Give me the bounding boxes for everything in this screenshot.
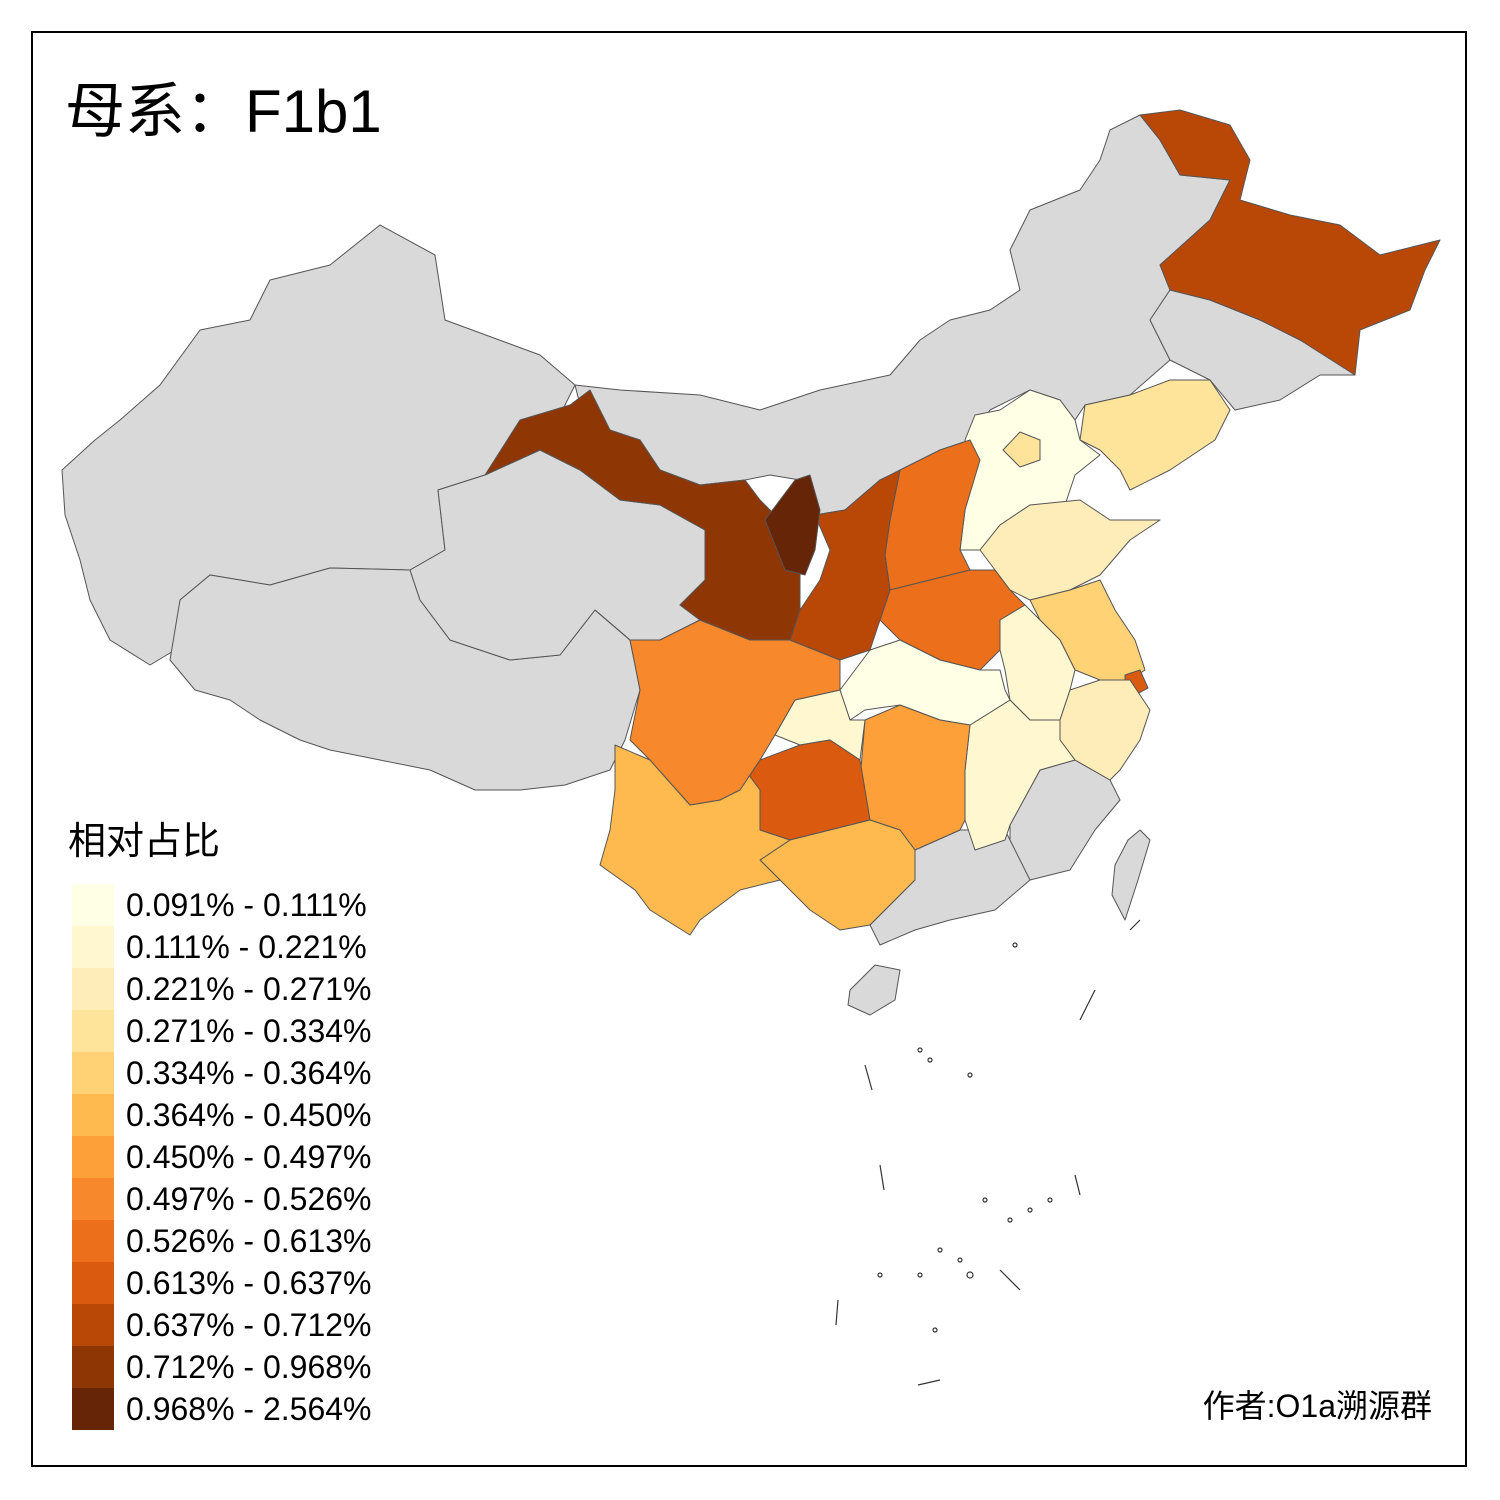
legend-label: 0.221% - 0.271%	[126, 971, 372, 1007]
province-liaoning	[1079, 379, 1231, 491]
legend-item: 0.712% - 0.968%	[72, 1346, 372, 1388]
legend-item: 0.271% - 0.334%	[72, 1010, 372, 1052]
legend-swatch	[72, 968, 114, 1010]
legend-swatch	[72, 1388, 114, 1430]
legend-swatch	[72, 1052, 114, 1094]
legend-label: 0.637% - 0.712%	[126, 1307, 372, 1343]
legend-item: 0.526% - 0.613%	[72, 1220, 372, 1262]
legend-swatch	[72, 884, 114, 926]
province-heilongjiang	[1139, 109, 1441, 376]
title-haplogroup: F1b1	[245, 78, 382, 145]
legend: 0.091% - 0.111% 0.111% - 0.221% 0.221% -…	[72, 884, 372, 1430]
legend-label: 0.334% - 0.364%	[126, 1055, 372, 1091]
map-frame	[31, 31, 1467, 1467]
legend-item: 0.111% - 0.221%	[72, 926, 372, 968]
legend-item: 0.450% - 0.497%	[72, 1136, 372, 1178]
legend-title: 相对占比	[68, 819, 221, 863]
legend-item: 0.637% - 0.712%	[72, 1304, 372, 1346]
legend-item: 0.334% - 0.364%	[72, 1052, 372, 1094]
legend-item: 0.497% - 0.526%	[72, 1178, 372, 1220]
legend-item: 0.221% - 0.271%	[72, 968, 372, 1010]
legend-swatch	[72, 1220, 114, 1262]
map-title: 母系：F1b1	[65, 78, 382, 146]
legend-label: 0.497% - 0.526%	[126, 1181, 372, 1217]
legend-swatch	[72, 1010, 114, 1052]
province-gansu	[484, 389, 801, 641]
legend-label: 0.271% - 0.334%	[126, 1013, 372, 1049]
province-beijing	[1002, 431, 1041, 468]
legend-item: 0.364% - 0.450%	[72, 1094, 372, 1136]
legend-item: 0.091% - 0.111%	[72, 884, 372, 926]
legend-label: 0.364% - 0.450%	[126, 1097, 372, 1133]
legend-swatch	[72, 1304, 114, 1346]
legend-label: 0.091% - 0.111%	[126, 887, 367, 923]
south-china-sea-islands	[835, 919, 1141, 1386]
province-taiwan	[1111, 829, 1151, 921]
legend-swatch	[72, 1094, 114, 1136]
author-credit: 作者:O1a溯源群	[1202, 1388, 1432, 1424]
legend-label: 0.450% - 0.497%	[126, 1139, 372, 1175]
legend-swatch	[72, 1178, 114, 1220]
legend-swatch	[72, 1262, 114, 1304]
legend-label: 0.968% - 2.564%	[126, 1391, 372, 1427]
province-guangxi	[759, 819, 916, 931]
legend-label: 0.613% - 0.637%	[126, 1265, 372, 1301]
legend-swatch	[72, 1136, 114, 1178]
title-prefix: 母系：	[65, 77, 245, 147]
province-hubei	[839, 639, 1011, 726]
legend-label: 0.111% - 0.221%	[126, 929, 367, 965]
legend-swatch	[72, 926, 114, 968]
province-hainan	[847, 964, 901, 1016]
legend-swatch	[72, 1346, 114, 1388]
legend-label: 0.526% - 0.613%	[126, 1223, 372, 1259]
province-ningxia	[764, 474, 821, 576]
legend-label: 0.712% - 0.968%	[126, 1349, 372, 1385]
legend-item: 0.968% - 2.564%	[72, 1388, 372, 1430]
legend-item: 0.613% - 0.637%	[72, 1262, 372, 1304]
